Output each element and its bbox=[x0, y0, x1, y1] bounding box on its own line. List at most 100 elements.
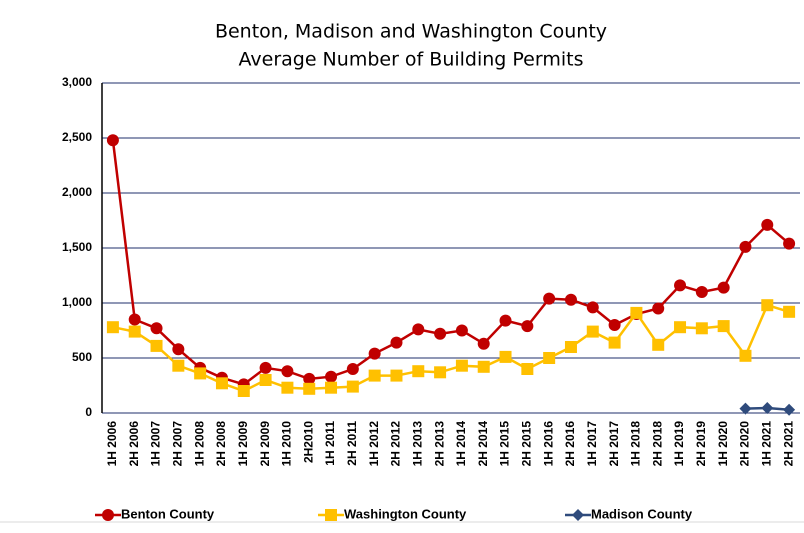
x-tick-label: 1H 2013 bbox=[410, 421, 424, 467]
x-tick-label: 1H 2011 bbox=[323, 421, 337, 466]
x-tick-label: 2H 2012 bbox=[389, 421, 403, 467]
data-point bbox=[106, 134, 119, 147]
x-tick-label: 2H 2009 bbox=[258, 421, 272, 467]
x-tick-label: 2H 2019 bbox=[694, 421, 708, 467]
data-point bbox=[477, 337, 490, 350]
x-tick-label: 2H2010 bbox=[301, 421, 315, 463]
chart-title: Benton, Madison and Washington County bbox=[215, 21, 607, 43]
legend-marker bbox=[325, 509, 337, 521]
data-point bbox=[346, 363, 359, 375]
x-tick-label: 2H 2014 bbox=[476, 421, 490, 467]
data-point bbox=[237, 385, 250, 397]
y-tick-label: 1,500 bbox=[62, 240, 92, 254]
data-point bbox=[564, 293, 577, 306]
legend-label: Madison County bbox=[591, 506, 693, 521]
data-point bbox=[543, 292, 556, 305]
data-point bbox=[194, 367, 207, 380]
data-point bbox=[739, 402, 752, 415]
x-tick-label: 1H 2021 bbox=[759, 421, 773, 467]
data-point bbox=[761, 218, 774, 231]
data-point bbox=[477, 360, 490, 373]
x-tick-label: 1H 2007 bbox=[149, 421, 163, 467]
x-tick-label: 2H 2007 bbox=[171, 421, 185, 467]
legend-label: Washington County bbox=[344, 506, 467, 521]
data-point bbox=[303, 382, 316, 395]
data-point bbox=[172, 343, 185, 356]
data-point bbox=[499, 314, 512, 327]
data-point bbox=[412, 323, 425, 336]
data-point bbox=[543, 352, 556, 364]
data-point bbox=[434, 366, 447, 379]
data-point bbox=[739, 349, 752, 362]
data-point bbox=[128, 313, 141, 326]
x-tick-label: 1H 2018 bbox=[629, 421, 643, 467]
data-point bbox=[390, 336, 403, 349]
y-tick-label: 1,000 bbox=[62, 295, 92, 309]
data-point bbox=[608, 336, 621, 349]
series-line bbox=[111, 140, 790, 386]
legend-marker bbox=[572, 509, 584, 521]
data-point bbox=[368, 369, 381, 382]
data-point bbox=[521, 363, 534, 375]
data-point bbox=[674, 321, 687, 334]
data-point bbox=[695, 322, 708, 335]
x-tick-label: 2H 2020 bbox=[738, 421, 752, 467]
y-tick-label: 3,000 bbox=[62, 75, 92, 89]
data-point bbox=[434, 327, 447, 340]
x-tick-label: 1H 2014 bbox=[454, 421, 468, 467]
x-tick-label: 1H 2010 bbox=[280, 421, 294, 467]
data-point bbox=[717, 281, 730, 294]
data-point bbox=[390, 369, 403, 382]
data-point bbox=[368, 347, 381, 360]
x-tick-label: 2H 2018 bbox=[650, 421, 664, 467]
y-tick-label: 2,500 bbox=[62, 130, 92, 144]
data-point bbox=[325, 370, 338, 383]
data-point bbox=[761, 402, 774, 415]
x-tick-label: 2H 2011 bbox=[345, 421, 359, 466]
data-point bbox=[412, 365, 425, 378]
x-tick-label: 1H 2020 bbox=[716, 421, 730, 467]
x-tick-label: 2H 2008 bbox=[214, 421, 228, 467]
chart-subtitle: Average Number of Building Permits bbox=[239, 49, 584, 71]
x-tick-label: 2H 2013 bbox=[432, 421, 446, 467]
y-tick-label: 2,000 bbox=[62, 185, 92, 199]
x-tick-label: 1H 2009 bbox=[236, 421, 250, 467]
data-point bbox=[150, 339, 163, 352]
x-tick-label: 1H 2012 bbox=[367, 421, 381, 467]
x-tick-label: 2H 2017 bbox=[607, 421, 621, 467]
data-point bbox=[281, 381, 294, 394]
data-point bbox=[215, 377, 228, 390]
x-tick-label: 1H 2006 bbox=[105, 421, 119, 467]
data-point bbox=[259, 374, 272, 386]
data-point bbox=[783, 305, 796, 318]
data-point bbox=[761, 299, 774, 312]
data-point bbox=[630, 306, 643, 319]
data-point bbox=[303, 372, 316, 385]
x-tick-label: 1H 2016 bbox=[541, 421, 555, 467]
data-point bbox=[172, 359, 185, 372]
y-tick-label: 500 bbox=[72, 350, 92, 364]
data-point bbox=[281, 365, 294, 378]
x-tick-label: 1H 2015 bbox=[498, 421, 512, 467]
series-line bbox=[112, 303, 790, 393]
x-tick-label: 1H 2019 bbox=[672, 421, 686, 467]
data-point bbox=[455, 324, 468, 337]
x-tick-label: 2H 2015 bbox=[520, 421, 534, 467]
x-tick-label: 2H 2006 bbox=[127, 421, 141, 467]
x-tick-label: 1H 2008 bbox=[192, 421, 206, 467]
data-point bbox=[739, 240, 752, 253]
x-tick-label: 1H 2017 bbox=[585, 421, 599, 467]
legend-label: Benton County bbox=[121, 506, 215, 521]
data-point bbox=[652, 302, 665, 315]
data-point bbox=[150, 322, 163, 335]
y-tick-label: 0 bbox=[85, 405, 92, 419]
data-point bbox=[106, 321, 119, 334]
data-point bbox=[586, 301, 599, 314]
legend-marker bbox=[102, 509, 114, 521]
data-point bbox=[674, 279, 687, 292]
data-point bbox=[325, 381, 338, 394]
data-point bbox=[783, 403, 796, 416]
x-tick-label: 2H 2021 bbox=[781, 421, 795, 467]
data-point bbox=[608, 319, 621, 331]
